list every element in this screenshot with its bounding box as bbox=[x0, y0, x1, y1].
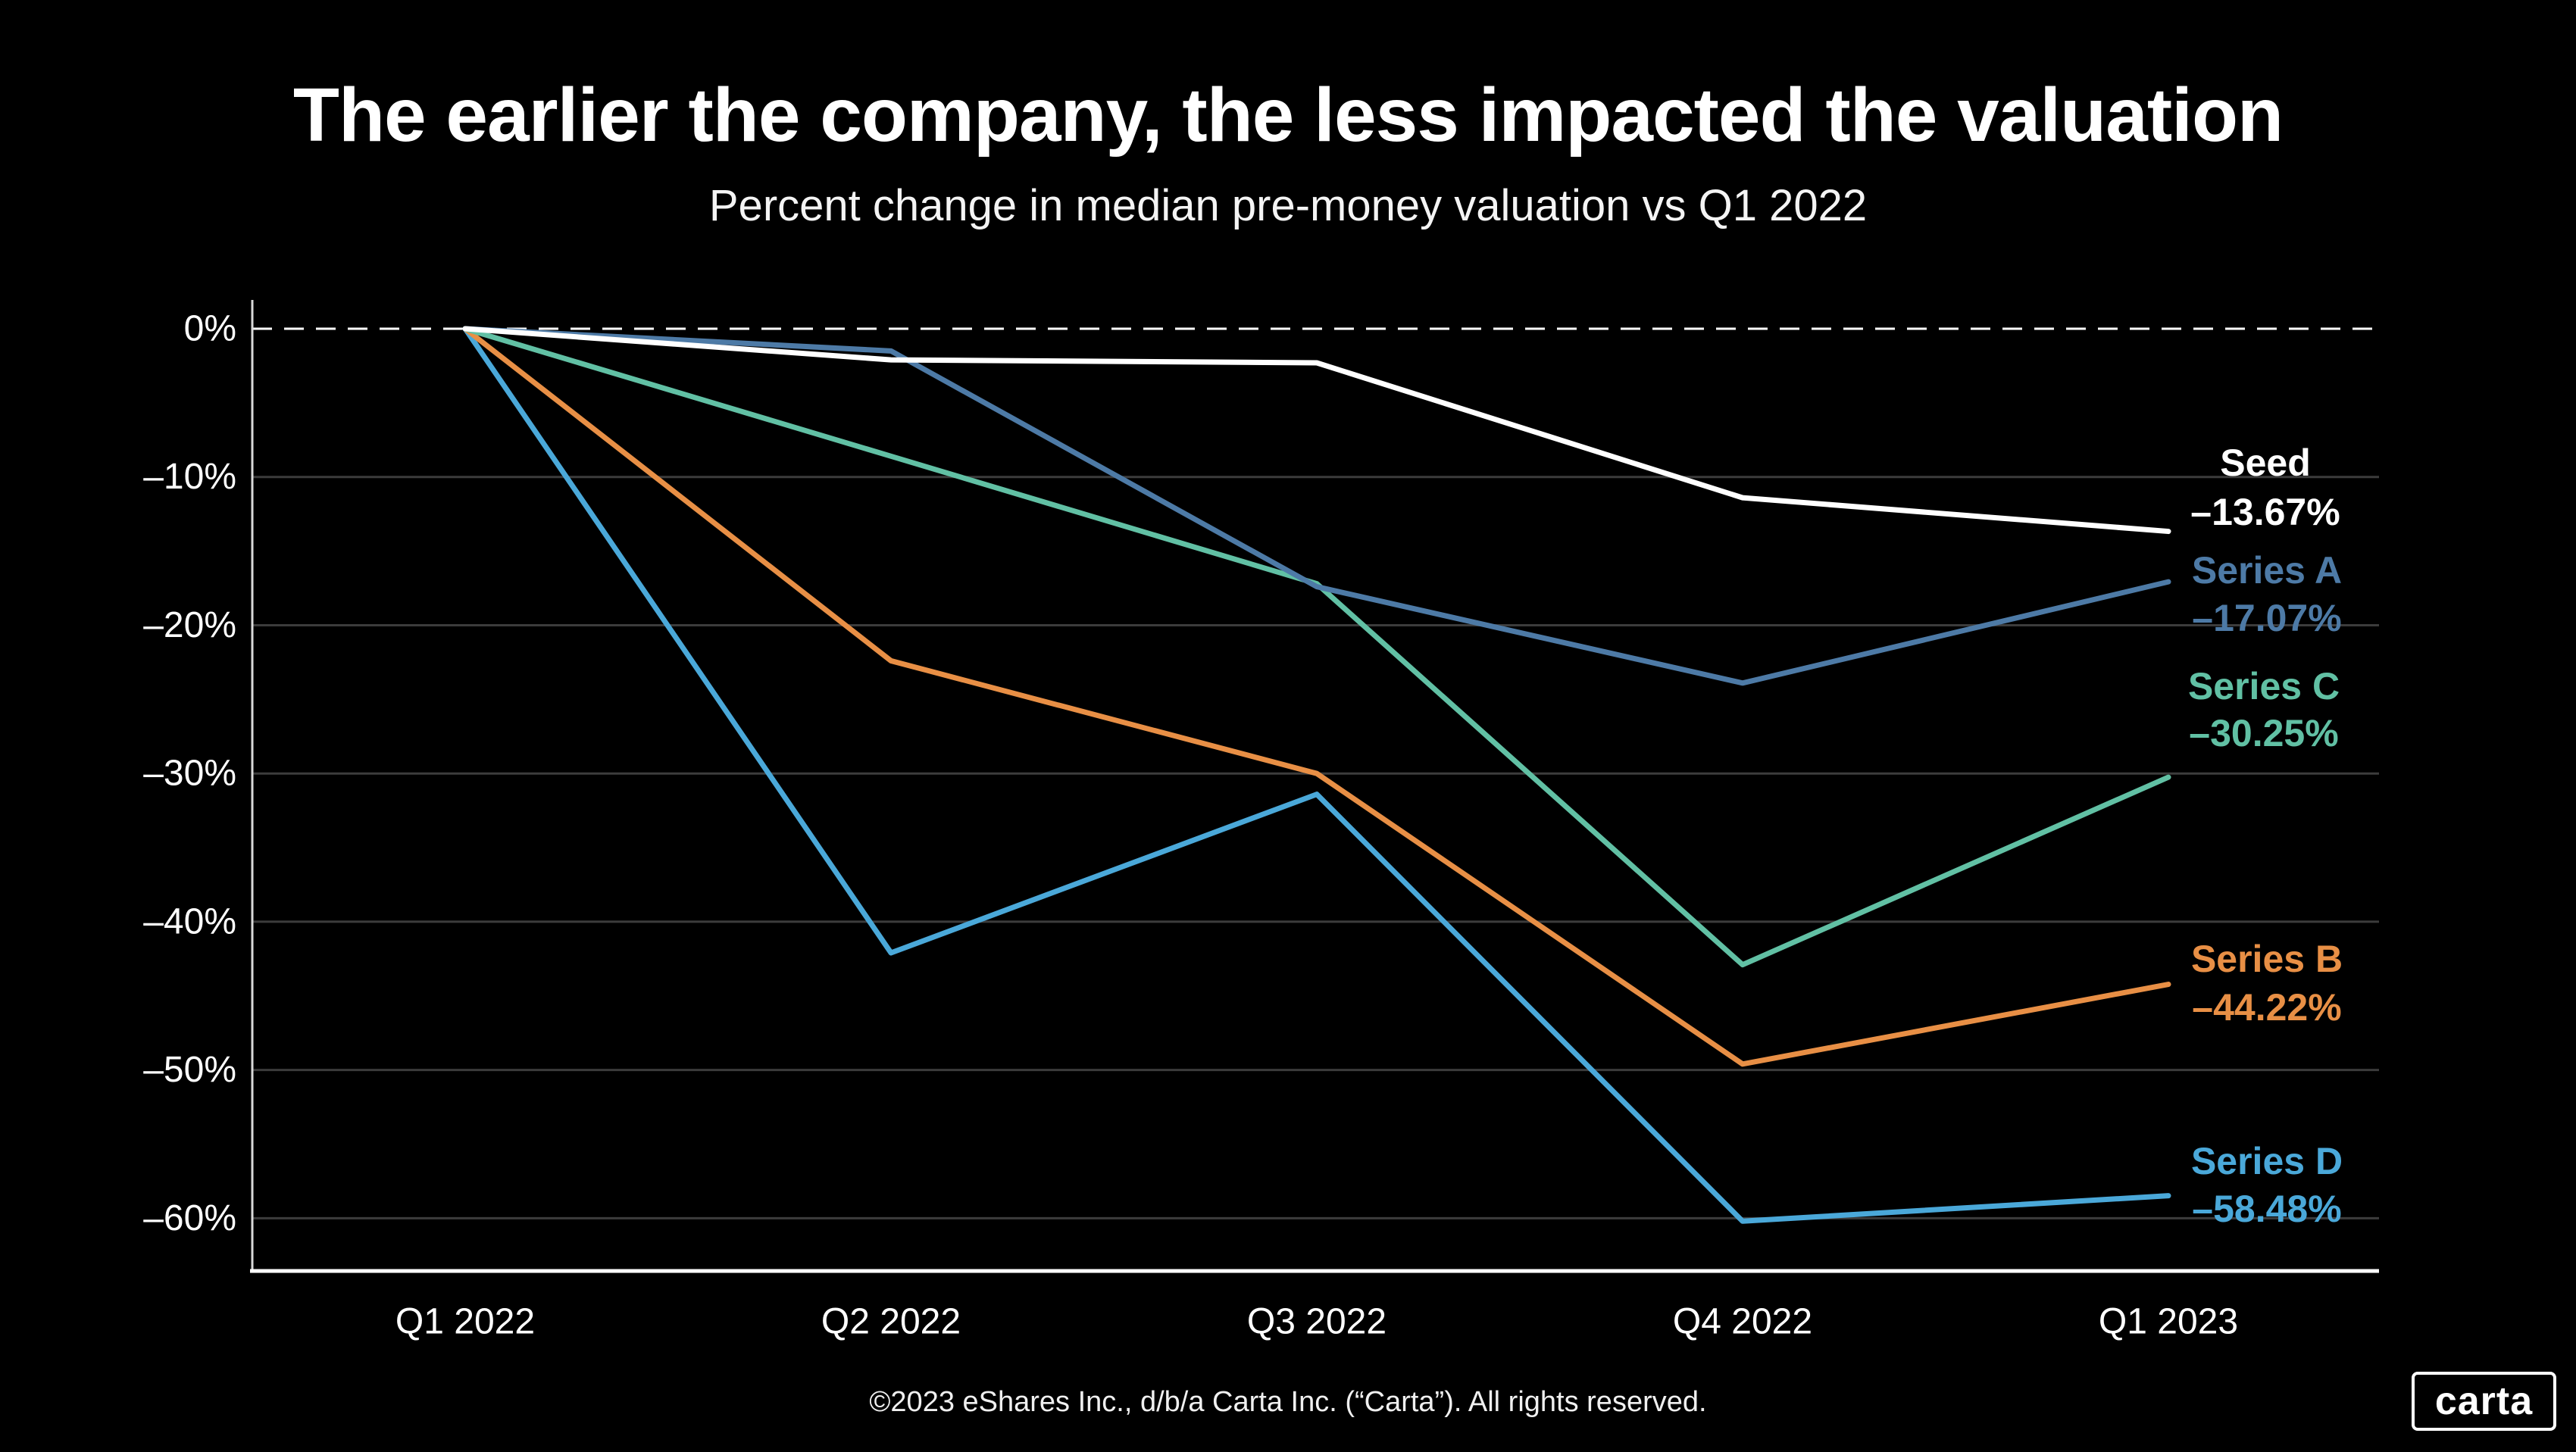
chart-title: The earlier the company, the less impact… bbox=[292, 73, 2284, 158]
series-name-label: Seed bbox=[2220, 442, 2311, 484]
y-tick-label: –30% bbox=[143, 754, 236, 794]
y-tick-label: –50% bbox=[143, 1050, 236, 1090]
series-value-label: –58.48% bbox=[2192, 1188, 2341, 1230]
series-value-label: –30.25% bbox=[2189, 712, 2338, 754]
series-value-label: –13.67% bbox=[2190, 491, 2340, 533]
y-tick-label: –40% bbox=[143, 901, 236, 941]
y-tick-label: 0% bbox=[184, 309, 236, 349]
series-name-label: Series A bbox=[2192, 549, 2342, 592]
series-line-series-a bbox=[462, 326, 2171, 686]
series-name-label: Series B bbox=[2191, 938, 2343, 980]
y-tick-label: –60% bbox=[143, 1198, 236, 1238]
x-tick-label: Q1 2023 bbox=[2099, 1302, 2238, 1342]
series-name-label: Series D bbox=[2191, 1140, 2343, 1182]
series-line-series-c bbox=[462, 326, 2171, 968]
series-line-seed bbox=[462, 326, 2171, 535]
x-tick-label: Q4 2022 bbox=[1673, 1302, 1812, 1342]
series-line-series-b bbox=[462, 326, 2171, 1067]
series-name-label: Series C bbox=[2188, 665, 2340, 707]
series-value-label: –44.22% bbox=[2192, 986, 2341, 1029]
x-tick-label: Q2 2022 bbox=[821, 1302, 961, 1342]
chart-subtitle: Percent change in median pre-money valua… bbox=[708, 181, 1868, 230]
x-tick-label: Q3 2022 bbox=[1247, 1302, 1386, 1342]
y-tick-label: –20% bbox=[143, 605, 236, 645]
y-tick-label: –10% bbox=[143, 457, 236, 497]
copyright-text: ©2023 eShares Inc., d/b/a Carta Inc. (“C… bbox=[869, 1386, 1707, 1418]
x-tick-label: Q1 2022 bbox=[395, 1302, 535, 1342]
series-line-series-d bbox=[462, 326, 2171, 1224]
carta-logo: carta bbox=[2412, 1372, 2556, 1431]
series-value-label: –17.07% bbox=[2192, 597, 2341, 639]
